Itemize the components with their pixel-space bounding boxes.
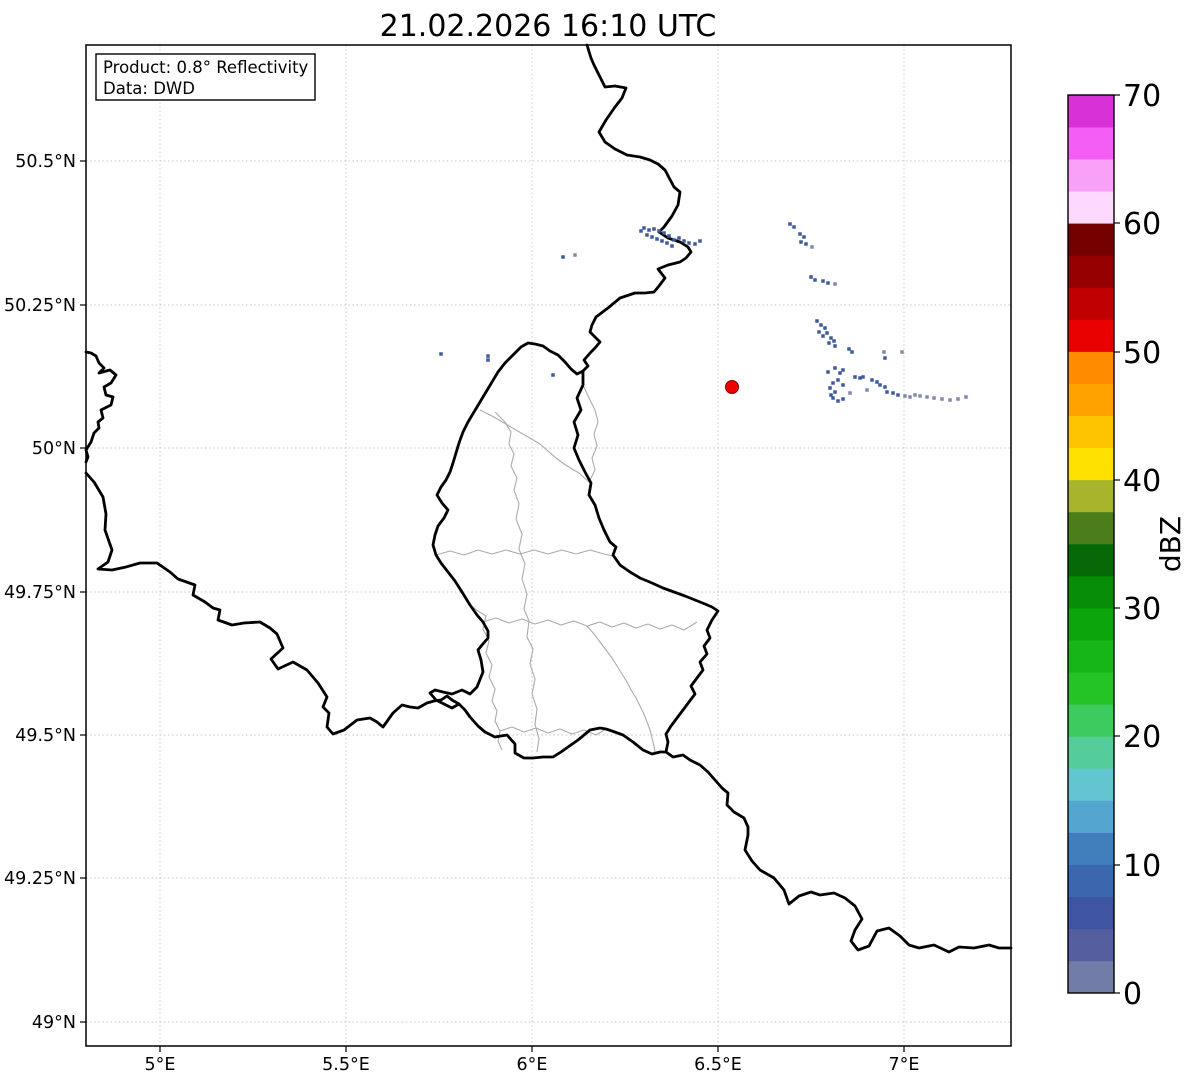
cbar-tick-label: 30	[1123, 592, 1161, 627]
lon-tick-label: 6.5°E	[694, 1055, 742, 1075]
cbar-tick-label: 40	[1123, 464, 1161, 499]
longitude-axis-labels: 5°E 5.5°E 6°E 6.5°E 7°E	[145, 1055, 920, 1075]
lat-tick-label: 49.25°N	[4, 869, 76, 889]
map-frame	[85, 44, 1012, 1047]
colorbar-tickmarks	[1114, 94, 1120, 994]
border-france-germany	[664, 750, 1013, 954]
axis-tickmarks	[80, 160, 905, 1052]
annotation-product-line: Product: 0.8° Reflectivity	[103, 58, 309, 77]
cbar-tick-label: 60	[1123, 207, 1161, 242]
lat-tick-label: 50°N	[32, 439, 76, 459]
cbar-tick-label: 0	[1123, 977, 1142, 1012]
colorbar-units-label: dBZ	[1154, 516, 1187, 572]
border-belgium-germany	[581, 43, 693, 373]
cbar-tick-label: 10	[1123, 849, 1161, 884]
station-marker-dot	[725, 380, 739, 394]
lon-tick-label: 7°E	[889, 1055, 920, 1075]
annotation-data-line: Data: DWD	[103, 79, 195, 98]
colorbar: 0 10 20 30 40 50 60 70 dBZ	[1067, 79, 1187, 1012]
lat-tick-label: 50.25°N	[4, 296, 76, 316]
border-luxembourg	[428, 341, 720, 760]
latitude-axis-labels: 50.5°N 50.25°N 50°N 49.75°N 49.5°N 49.25…	[4, 152, 76, 1033]
lat-tick-label: 49.5°N	[15, 726, 76, 746]
country-borders	[84, 43, 1013, 954]
annotation-box-frame	[95, 53, 316, 101]
figure-title: 21.02.2026 16:10 UTC	[380, 9, 717, 44]
product-annotation-box: Product: 0.8° Reflectivity Data: DWD	[95, 53, 316, 101]
radar-echo-pixels-dark	[439, 222, 900, 403]
border-givet-salient	[84, 350, 118, 464]
graticule-grid	[86, 45, 1011, 1046]
cbar-tick-label: 70	[1123, 79, 1161, 114]
border-france-belgium	[84, 471, 461, 736]
lat-tick-label: 49.75°N	[4, 583, 76, 603]
canton-borders	[435, 384, 698, 753]
cbar-tick-label: 50	[1123, 336, 1161, 371]
lon-tick-label: 6°E	[517, 1055, 548, 1075]
cbar-tick-label: 20	[1123, 720, 1161, 755]
lat-tick-label: 49°N	[32, 1013, 76, 1033]
colorbar-tick-labels: 0 10 20 30 40 50 60 70	[1123, 79, 1161, 1012]
radar-echo-pixels-light	[573, 245, 968, 402]
colorbar-color-segments	[1068, 94, 1114, 994]
lat-tick-label: 50.5°N	[15, 152, 76, 172]
lon-tick-label: 5°E	[145, 1055, 176, 1075]
lon-tick-label: 5.5°E	[322, 1055, 370, 1075]
colorbar-frame	[1067, 94, 1115, 994]
